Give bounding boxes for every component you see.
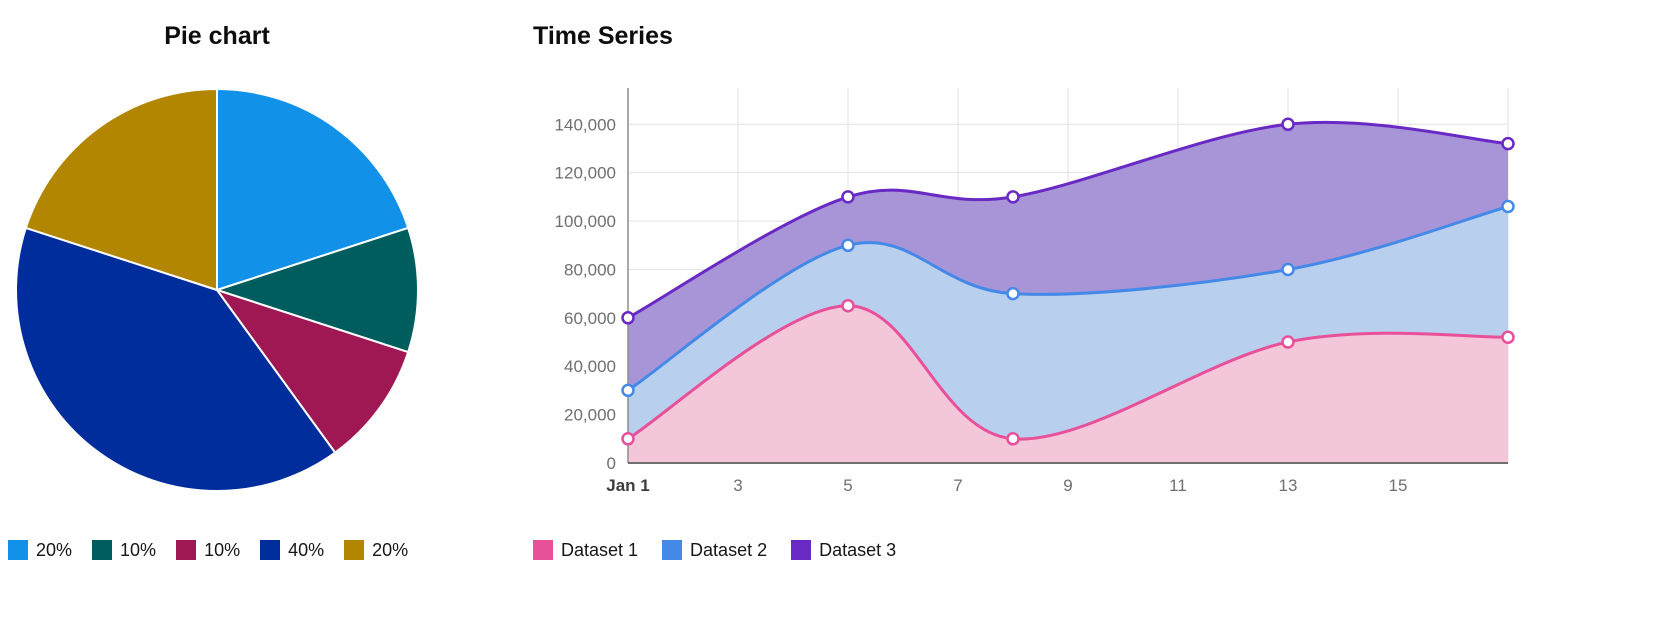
- legend-swatch: [8, 540, 28, 560]
- y-tick-label: 0: [607, 454, 616, 473]
- pie-slice-2[interactable]: [213, 226, 419, 354]
- legend-label: 40%: [288, 540, 325, 560]
- data-point-dataset-3[interactable]: [841, 190, 855, 204]
- legend-label: 20%: [36, 540, 73, 560]
- legend-label: Dataset 2: [690, 540, 768, 560]
- legend-item-40%[interactable]: 40%: [260, 540, 324, 560]
- legend-label: Dataset 3: [819, 540, 897, 560]
- data-point-dataset-1[interactable]: [1501, 330, 1515, 344]
- data-point-dataset-1[interactable]: [1281, 335, 1295, 349]
- y-tick-label: 100,000: [555, 212, 616, 231]
- legend-item-10%[interactable]: 10%: [176, 540, 240, 560]
- x-tick-label: 11: [1169, 476, 1187, 495]
- data-point-dataset-2[interactable]: [1501, 199, 1515, 214]
- data-point-dataset-3[interactable]: [1006, 190, 1020, 204]
- data-point-dataset-2[interactable]: [621, 383, 635, 398]
- x-tick-label: 9: [1063, 476, 1072, 495]
- pie-slice-1[interactable]: [216, 87, 410, 292]
- legend-item-dataset-2[interactable]: Dataset 2: [662, 540, 767, 560]
- x-tick-label: 13: [1279, 476, 1298, 495]
- legend-item-dataset-1[interactable]: Dataset 1: [533, 540, 638, 560]
- legend-label: 10%: [204, 540, 241, 560]
- y-tick-label: 80,000: [564, 260, 616, 279]
- data-point-dataset-2[interactable]: [841, 238, 855, 253]
- legend-label: 10%: [120, 540, 157, 560]
- y-tick-label: 120,000: [555, 164, 616, 183]
- legend-swatch: [344, 540, 365, 560]
- pie-slice-4[interactable]: [15, 226, 337, 492]
- y-tick-label: 140,000: [555, 115, 616, 134]
- data-point-dataset-3[interactable]: [1281, 117, 1295, 132]
- x-tick-label: 7: [953, 476, 962, 495]
- legend-swatch: [662, 540, 683, 560]
- y-tick-label: 60,000: [564, 309, 616, 328]
- y-tick-label: 20,000: [564, 406, 616, 425]
- legend-label: 20%: [372, 540, 409, 560]
- legend-item-20%[interactable]: 20%: [8, 540, 72, 560]
- x-tick-label: 3: [733, 476, 742, 495]
- x-tick-label: 5: [843, 476, 852, 495]
- data-point-dataset-1[interactable]: [621, 432, 635, 446]
- legend-item-20%[interactable]: 20%: [344, 540, 408, 560]
- time-series-title: Time Series: [533, 22, 673, 50]
- data-point-dataset-1[interactable]: [1006, 432, 1020, 446]
- legend-item-10%[interactable]: 10%: [92, 540, 156, 560]
- data-point-dataset-1[interactable]: [841, 298, 855, 313]
- pie-slice-3[interactable]: [214, 288, 410, 455]
- legend-label: Dataset 1: [561, 540, 639, 560]
- time-series-canvas: 0 20,000 40,000 60,000 80,000 100,000 120,000 1…: [555, 88, 1515, 495]
- x-tick-label: 15: [1389, 476, 1408, 495]
- pie-chart-canvas: [15, 87, 419, 492]
- legend-swatch: [791, 540, 812, 560]
- x-tick-label: Jan 1: [606, 476, 649, 495]
- pie-chart-title: Pie chart: [164, 22, 270, 50]
- pie-legend: 20% 10% 10% 40% 20%: [8, 540, 408, 560]
- data-point-dataset-2[interactable]: [1281, 262, 1295, 277]
- data-point-dataset-3[interactable]: [621, 311, 635, 325]
- data-point-dataset-2[interactable]: [1006, 286, 1020, 301]
- data-point-dataset-3[interactable]: [1501, 136, 1515, 151]
- legend-swatch: [533, 540, 553, 560]
- y-tick-label: 40,000: [564, 357, 616, 376]
- legend-item-dataset-3[interactable]: Dataset 3: [791, 540, 896, 560]
- time-series-legend: Dataset 1 Dataset 2 Dataset 3: [533, 540, 896, 560]
- pie-slice-5[interactable]: [24, 87, 218, 292]
- legend-swatch: [176, 540, 197, 560]
- legend-swatch: [260, 540, 281, 560]
- legend-swatch: [92, 540, 113, 560]
